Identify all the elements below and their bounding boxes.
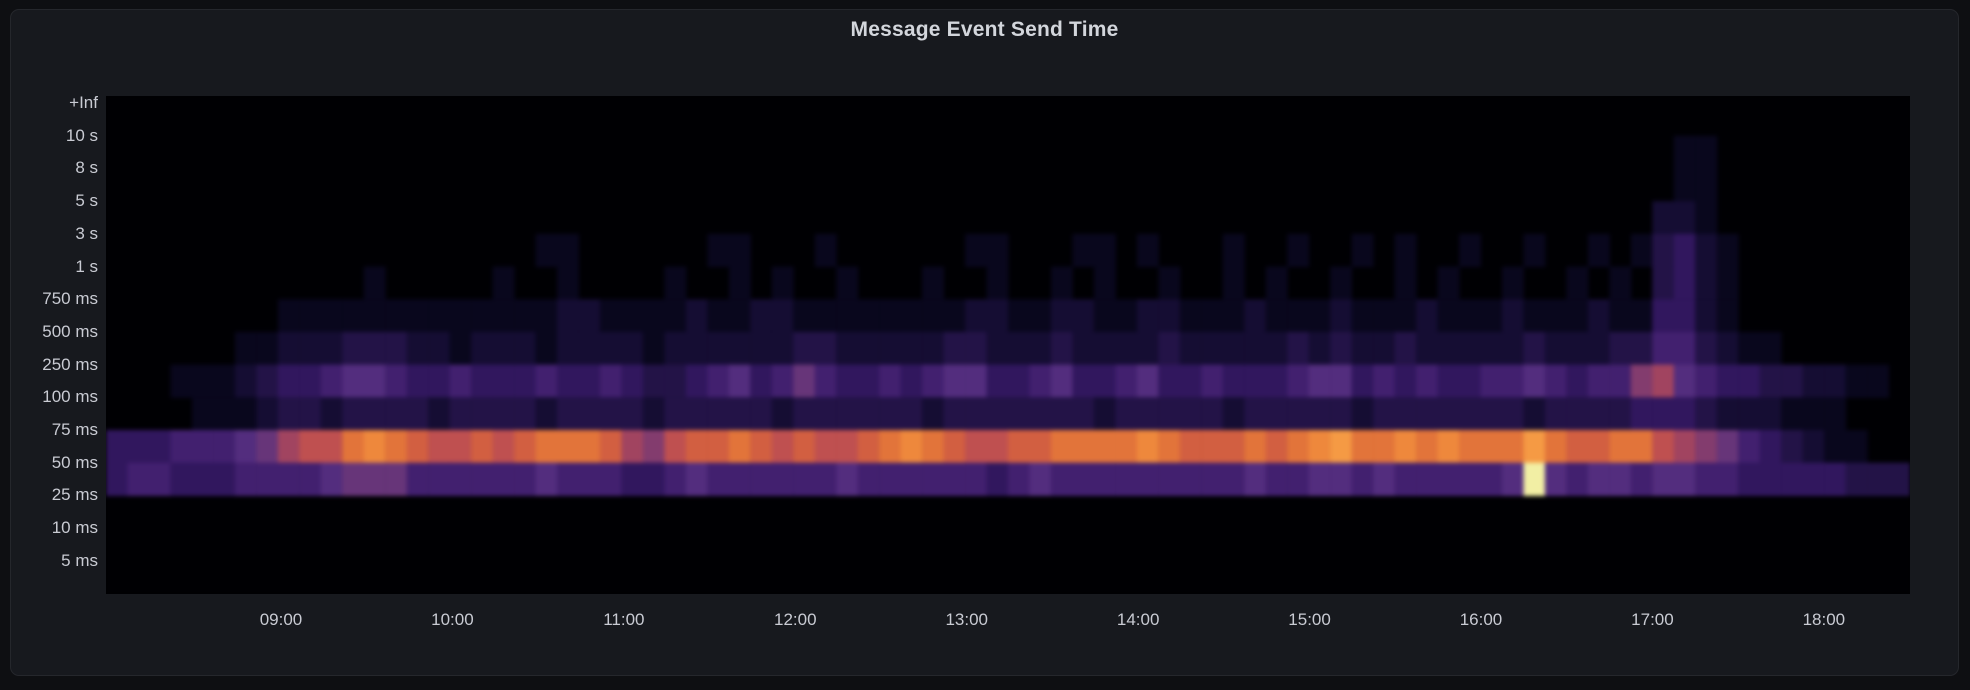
- heatmap-canvas[interactable]: [106, 96, 1910, 594]
- y-axis-label: 5 s: [75, 191, 98, 211]
- x-axis-label: 09:00: [259, 610, 303, 629]
- x-axis-label: 12:00: [774, 610, 817, 629]
- y-axis-label: 5 ms: [61, 550, 98, 570]
- x-axis-label: 17:00: [1631, 610, 1674, 629]
- x-axis-label: 10:00: [431, 610, 474, 629]
- y-axis-label: 250 ms: [42, 354, 98, 374]
- y-axis-label: +Inf: [69, 93, 98, 112]
- heatmap-plot: [106, 96, 1910, 594]
- x-axis-label: 18:00: [1802, 610, 1846, 629]
- x-axis-label: 11:00: [603, 610, 645, 629]
- y-axis-label: 500 ms: [42, 321, 98, 341]
- y-axis-label: 8 s: [75, 158, 98, 178]
- y-axis-label: 75 ms: [51, 420, 98, 439]
- x-axis-label: 13:00: [945, 610, 988, 629]
- y-axis-label: 3 s: [75, 223, 98, 243]
- y-axis-label: 50 ms: [51, 452, 98, 472]
- y-axis-label: 1 s: [75, 256, 98, 276]
- y-axis-label: 10 s: [65, 125, 98, 145]
- y-axis-label: 100 ms: [42, 387, 98, 407]
- x-axis-label: 16:00: [1459, 610, 1503, 629]
- y-axis-label: 750 ms: [42, 289, 98, 309]
- y-axis-label: 10 ms: [51, 518, 98, 538]
- y-axis-label: 25 ms: [51, 485, 98, 505]
- x-axis-label: 14:00: [1116, 610, 1160, 629]
- x-axis-label: 15:00: [1288, 610, 1331, 629]
- panel-title[interactable]: Message Event Send Time: [850, 18, 1119, 41]
